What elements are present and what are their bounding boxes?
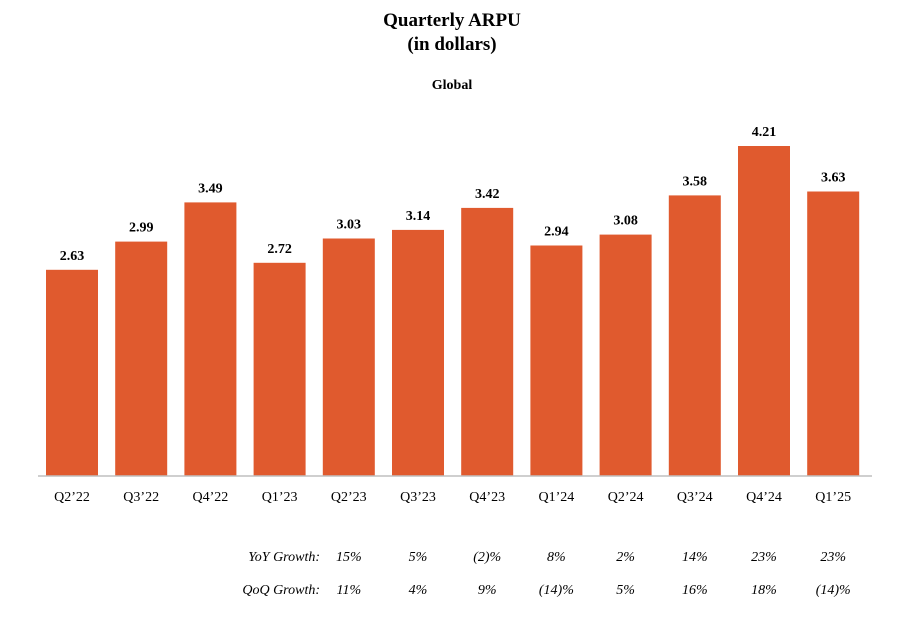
data-label: 3.14	[406, 209, 431, 224]
bar	[46, 269, 98, 476]
bar	[530, 245, 583, 476]
x-tick-label: Q1’24	[539, 490, 575, 505]
x-tick-label: Q3’23	[400, 490, 436, 505]
chart-subtitle: Global	[431, 78, 473, 93]
bar	[461, 207, 514, 476]
bar	[184, 202, 237, 476]
yoy-growth-value: 14%	[681, 550, 708, 565]
bar	[599, 234, 652, 476]
data-label: 2.99	[129, 221, 154, 236]
x-tick-label: Q1’25	[815, 490, 851, 505]
yoy-growth-value: 15%	[335, 550, 362, 565]
chart-title: Quarterly ARPU	[383, 10, 521, 31]
bar	[807, 191, 860, 476]
data-label: 4.21	[752, 125, 777, 140]
data-label: 2.63	[60, 249, 85, 264]
bar	[668, 195, 721, 476]
x-tick-label: Q4’23	[469, 490, 505, 505]
data-label: 3.42	[475, 187, 500, 202]
qoq-growth-value: 4%	[408, 583, 428, 598]
bar	[392, 229, 444, 476]
yoy-growth-label: YoY Growth:	[248, 550, 320, 565]
data-label: 3.49	[198, 181, 223, 196]
qoq-growth-value: 16%	[681, 583, 708, 598]
x-tick-label: Q4’22	[193, 490, 229, 505]
bar	[253, 262, 306, 476]
bar	[322, 238, 375, 476]
data-label: 3.03	[337, 218, 362, 233]
data-label: 3.08	[613, 214, 638, 229]
qoq-growth-value: 11%	[336, 583, 362, 598]
qoq-growth-value: (14)%	[815, 583, 851, 598]
bar	[115, 241, 168, 476]
x-tick-label: Q2’22	[54, 490, 90, 505]
x-tick-label: Q3’24	[677, 490, 713, 505]
x-tick-label: Q4’24	[746, 490, 782, 505]
yoy-growth-value: 5%	[408, 550, 428, 565]
data-label: 3.63	[821, 171, 846, 186]
yoy-growth-value: 2%	[616, 550, 635, 565]
x-tick-label: Q2’24	[608, 490, 644, 505]
chart-title-line2: (in dollars)	[407, 34, 497, 55]
qoq-growth-value: (14)%	[538, 583, 574, 598]
qoq-growth-value: 5%	[616, 583, 635, 598]
yoy-growth-value: (2)%	[473, 550, 502, 565]
data-label: 2.94	[544, 225, 569, 240]
yoy-growth-value: 23%	[751, 550, 777, 565]
qoq-growth-value: 9%	[477, 583, 497, 598]
data-label: 3.58	[683, 174, 708, 189]
x-tick-label: Q1’23	[262, 490, 298, 505]
yoy-growth-value: 23%	[820, 550, 847, 565]
qoq-growth-label: QoQ Growth:	[242, 583, 320, 598]
bar	[738, 146, 790, 476]
data-label: 2.72	[267, 242, 292, 257]
yoy-growth-value: 8%	[547, 550, 566, 565]
x-tick-label: Q3’22	[123, 490, 159, 505]
qoq-growth-value: 18%	[751, 583, 777, 598]
x-tick-label: Q2’23	[331, 490, 367, 505]
